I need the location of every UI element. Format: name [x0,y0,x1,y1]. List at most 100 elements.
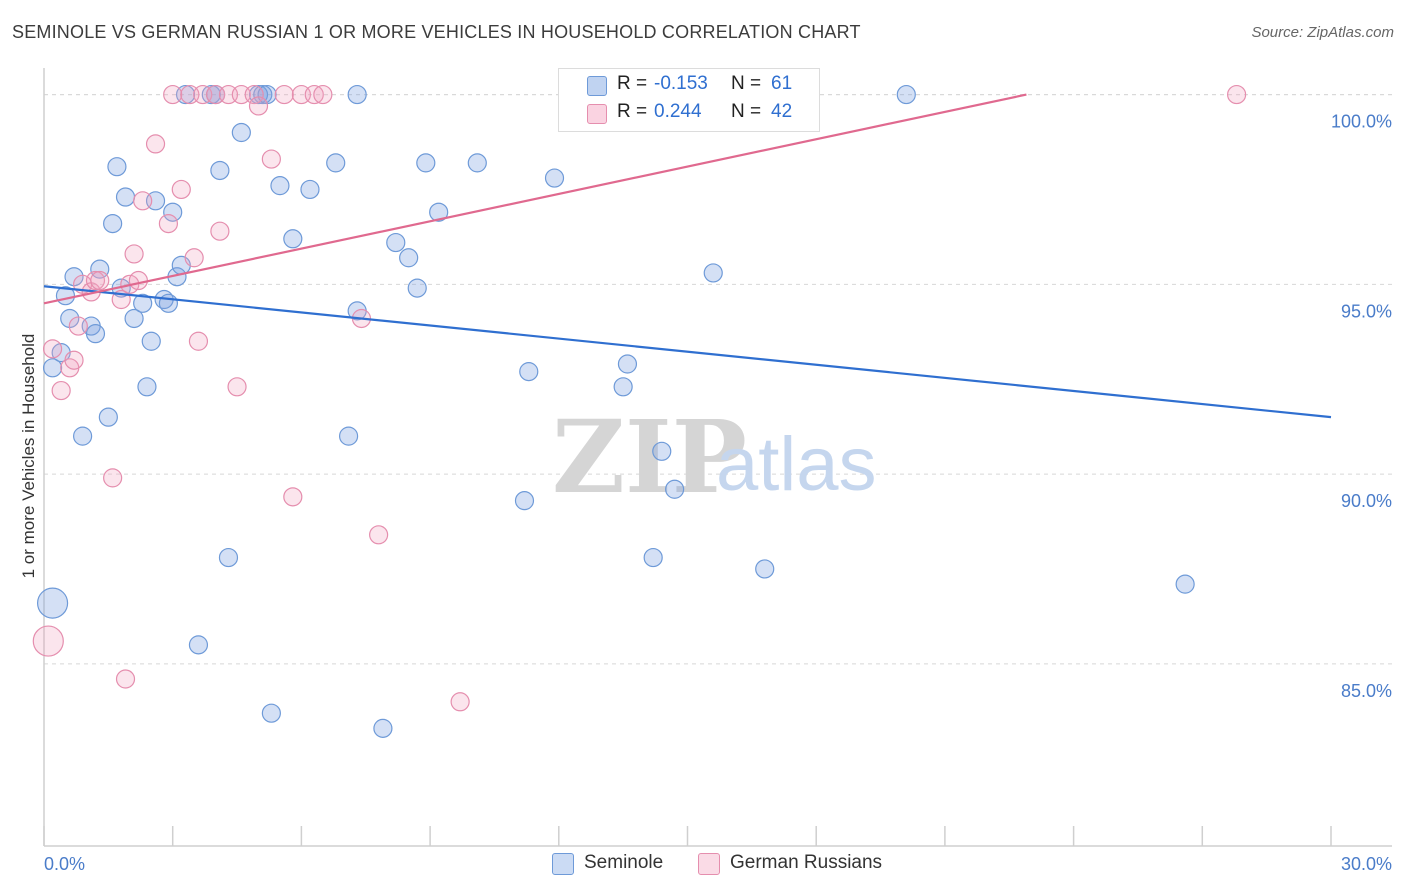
y-tick-label: 95.0% [1341,301,1392,321]
german-russians-point[interactable] [145,134,166,154]
seminole-point[interactable] [407,278,427,298]
german-russians-point[interactable] [64,350,84,370]
seminole-point[interactable] [416,153,436,173]
y-axis-label: 1 or more Vehicles in Household [19,334,38,579]
german-russians-point[interactable] [124,244,144,264]
german-russians-point[interactable] [42,339,63,359]
legend-label-seminole: Seminole [584,852,664,873]
seminole-point[interactable] [514,491,535,511]
watermark-zip: ZIP [552,398,747,516]
german-russians-point[interactable] [1227,84,1247,105]
seminole-point[interactable] [137,377,157,397]
y-tick-label: 85.0% [1341,681,1392,701]
seminole-point[interactable] [338,426,359,446]
legend-swatch-german-russians [698,853,720,875]
seminole-point[interactable] [90,259,110,279]
seminole-point[interactable] [124,308,144,329]
german-russians-point[interactable] [171,179,191,200]
legend-label-german-russians: German Russians [730,852,883,873]
seminole-point[interactable] [399,248,419,268]
seminole-point[interactable] [283,229,303,249]
german-russians-point[interactable] [103,468,123,488]
stats-n-value: 61 [771,73,793,94]
stats-row-seminole: R = -0.153 N = 61 [559,73,819,99]
seminole-point[interactable] [613,377,633,397]
seminole-point[interactable] [133,293,153,313]
legend-swatch-seminole [552,853,574,875]
german-russians-point[interactable] [115,669,136,689]
seminole-point[interactable] [98,407,118,427]
seminole-point[interactable] [544,168,565,188]
german-russians-point[interactable] [51,380,71,401]
german-russians-point[interactable] [274,84,294,105]
chart-source: Source: ZipAtlas.com [1251,24,1394,41]
german-russians-point[interactable] [32,625,64,657]
german-russians-point[interactable] [313,84,333,105]
trend-layer [43,93,1332,419]
seminole-point[interactable] [231,122,251,143]
seminole-point[interactable] [665,479,685,499]
seminole-point[interactable] [107,157,127,177]
seminole-point[interactable] [652,441,672,461]
seminole-point[interactable] [42,358,63,378]
seminole-point[interactable] [188,635,209,655]
seminole-point[interactable] [158,293,179,313]
seminole-point[interactable] [115,187,136,207]
german-russians-point[interactable] [133,191,153,211]
x-tick-label-max: 30.0% [1341,854,1392,874]
german-russians-point[interactable] [283,487,303,507]
seminole-point[interactable] [347,84,367,105]
seminole-point[interactable] [703,263,723,283]
german-russians-point[interactable] [68,316,88,336]
watermark-atlas: atlas [716,422,877,507]
german-russians-point[interactable] [227,377,247,397]
seminole-point[interactable] [755,559,775,579]
seminole-point[interactable] [85,324,106,344]
german-russians-point[interactable] [158,214,179,234]
seminole-point[interactable] [270,176,290,196]
german-russians-trend-line [43,93,1027,305]
german-russians-point[interactable] [210,221,230,241]
seminole-point[interactable] [36,587,69,619]
points-layer [32,84,1247,738]
seminole-point[interactable] [326,153,346,173]
german-russians-point[interactable] [261,149,281,169]
german-russians-point[interactable] [369,525,389,545]
german-russians-point[interactable] [85,270,106,291]
german-russians-point[interactable] [188,331,209,351]
seminole-point[interactable] [429,202,449,222]
seminole-point[interactable] [261,703,281,723]
seminole-point[interactable] [141,331,161,351]
stats-r-label: R = [617,73,648,94]
seminole-point[interactable] [103,214,123,234]
german-russians-point[interactable] [90,270,110,291]
seminole-point[interactable] [1175,574,1195,594]
seminole-point[interactable] [386,232,406,253]
stats-r-value: -0.153 [654,73,708,94]
seminole-point[interactable] [218,547,239,568]
stats-r-label: R = [617,101,648,122]
seminole-point[interactable] [467,153,487,173]
seminole-point[interactable] [373,718,393,738]
seminole-point[interactable] [617,354,638,374]
seminole-point[interactable] [210,160,230,181]
seminole-point[interactable] [896,84,916,105]
german-russians-point[interactable] [244,84,264,105]
seminole-point[interactable] [643,547,663,568]
stats-r-value: 0.244 [654,101,702,122]
seminole-point[interactable] [163,202,183,222]
y-tick-labels: 85.0% 90.0% 95.0% 100.0% [1331,112,1392,701]
stats-swatch-german-russians [587,104,607,124]
german-russians-point[interactable] [248,96,269,116]
seminole-point[interactable] [300,179,320,200]
german-russians-point[interactable] [184,248,204,268]
seminole-point[interactable] [73,426,93,446]
german-russians-point[interactable] [128,270,148,291]
german-russians-point[interactable] [163,84,183,105]
german-russians-point[interactable] [450,692,470,712]
stats-box: R = -0.153 N = 61 R = 0.244 N = 42 [558,68,820,132]
y-tick-label: 90.0% [1341,491,1392,511]
x-tick-label-min: 0.0% [44,854,85,874]
seminole-point[interactable] [519,362,539,382]
